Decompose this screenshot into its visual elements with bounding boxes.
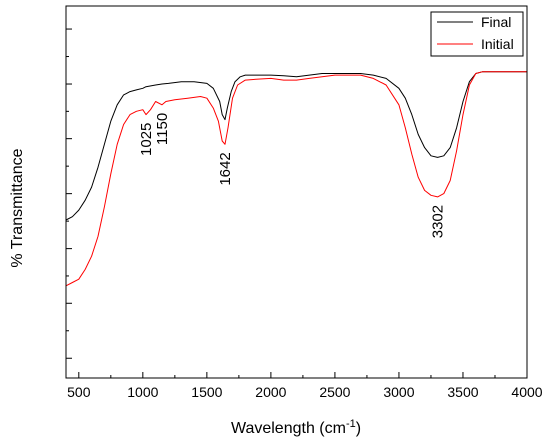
x-axis-unit-close: )	[356, 420, 361, 437]
y-axis-title: % Transmittance	[9, 148, 26, 267]
series-line-final	[65, 71, 527, 221]
legend-label-initial: Initial	[481, 36, 514, 52]
legend-box	[430, 11, 524, 57]
x-tick-label: 3000	[383, 384, 414, 400]
x-axis-title: Wavelength (cm-1)	[231, 418, 361, 437]
series-line-initial	[65, 71, 527, 287]
x-axis-label: Wavelength	[231, 420, 315, 437]
peak-label-1642: 1642	[217, 152, 234, 185]
x-tick-label: 3500	[447, 384, 478, 400]
x-tick-label: 2000	[255, 384, 286, 400]
x-tick-label: 4000	[511, 384, 542, 400]
series-layer	[65, 71, 527, 287]
legend-label-final: Final	[481, 14, 511, 30]
annotation-layer: 1025 1150 1642 3302	[138, 113, 447, 238]
x-tick-label: 1000	[127, 384, 158, 400]
x-tick-label: 500	[67, 384, 91, 400]
x-axis: 500 1000 1500 2000 2500 3000 3500 4000	[67, 372, 543, 400]
x-tick-label: 2500	[319, 384, 350, 400]
plot-area	[66, 6, 527, 378]
plot-frame	[65, 5, 528, 379]
y-axis	[66, 28, 72, 359]
peak-label-1025: 1025	[138, 123, 155, 156]
peak-label-1150: 1150	[154, 113, 171, 145]
legend: Final Initial	[430, 11, 524, 57]
x-axis-unit: (cm	[319, 420, 346, 437]
peak-label-3302: 3302	[430, 205, 447, 238]
x-axis-unit-superscript: -1	[346, 418, 356, 430]
x-tick-label: 1500	[191, 384, 222, 400]
